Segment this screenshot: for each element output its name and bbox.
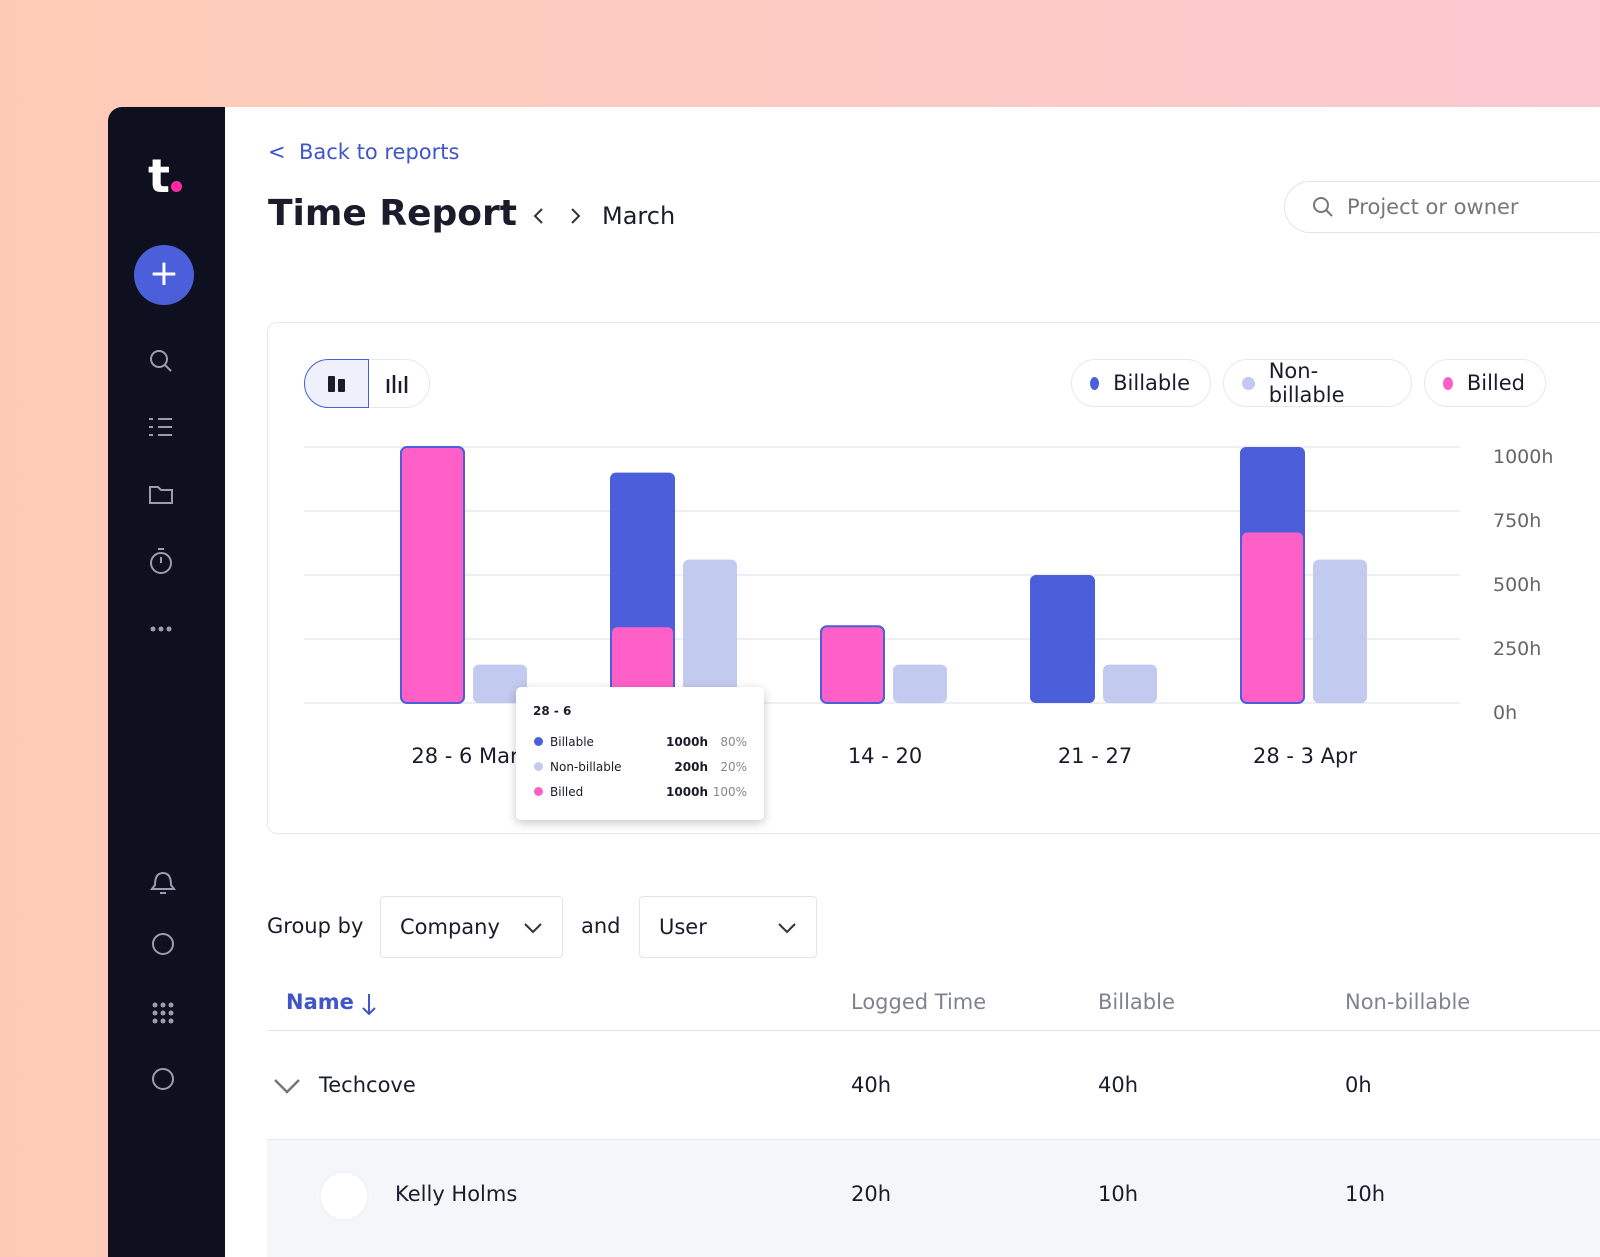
y-tick-label: 750h <box>1493 510 1541 532</box>
detailed-view-button[interactable] <box>385 373 411 395</box>
chat-icon[interactable] <box>152 933 174 955</box>
row-cell: 0h <box>1345 1073 1372 1097</box>
grouped-view-button[interactable] <box>304 359 369 408</box>
month-nav <box>533 208 581 224</box>
chart-card <box>267 322 1600 834</box>
more-icon[interactable] <box>150 626 172 632</box>
header-divider <box>267 1030 1600 1031</box>
view-toggle <box>304 359 430 408</box>
tooltip-label: Billable <box>550 735 594 749</box>
column-header: Non-billable <box>1345 990 1471 1014</box>
search-icon[interactable] <box>150 350 172 372</box>
y-tick-label: 500h <box>1493 574 1541 596</box>
tooltip-value: 1000h <box>666 785 708 799</box>
back-link[interactable]: < Back to reports <box>268 140 460 164</box>
timer-icon[interactable] <box>150 548 172 574</box>
row-cell: 40h <box>1098 1073 1139 1097</box>
legend-label: Billable <box>1113 371 1190 395</box>
tooltip-pct: 20% <box>720 760 747 774</box>
column-header: Billable <box>1098 990 1175 1014</box>
billed-bar <box>820 625 885 705</box>
tooltip-pct: 80% <box>720 735 747 749</box>
avatar <box>319 1171 369 1221</box>
tooltip-value: 200h <box>674 760 708 774</box>
tooltip-dot <box>534 737 543 746</box>
sub-row-bg <box>267 1139 1600 1257</box>
billed-bar <box>1240 530 1305 704</box>
legend-label: Non-billable <box>1268 359 1345 407</box>
x-tick-label: 14 - 20 <box>848 744 922 768</box>
sort-icon[interactable] <box>360 992 378 1018</box>
column-header[interactable]: Name <box>286 990 354 1014</box>
legend-label: Billed <box>1466 371 1525 395</box>
billable-bar <box>1030 575 1095 703</box>
group-select-1-value: Company <box>400 915 500 939</box>
collapse-icon[interactable] <box>272 1076 304 1098</box>
search-box[interactable]: Project or owner <box>1284 181 1600 233</box>
folder-icon[interactable] <box>149 486 173 504</box>
legend-dot <box>1443 376 1453 390</box>
legend-item[interactable]: Billed <box>1424 359 1546 407</box>
non-billable-bar <box>473 664 527 703</box>
column-header: Logged Time <box>851 990 987 1014</box>
row-cell: 20h <box>851 1182 892 1206</box>
tasks-icon[interactable] <box>149 418 172 436</box>
non-billable-bar <box>893 664 947 703</box>
group-select-2-value: User <box>659 915 707 939</box>
x-tick-label: 21 - 27 <box>1058 744 1132 768</box>
group-joiner: and <box>581 914 621 938</box>
search-placeholder: Project or owner <box>1347 195 1519 219</box>
apps-icon[interactable] <box>152 1002 174 1024</box>
tooltip-dot <box>534 762 543 771</box>
x-tick-label: 28 - 6 Mar <box>411 744 519 768</box>
legend-dot <box>1242 376 1255 390</box>
sidebar: t + <box>108 107 225 1257</box>
non-billable-bar <box>1103 664 1157 703</box>
legend-item[interactable]: Non-billable <box>1223 359 1412 407</box>
group-by-label: Group by <box>267 914 364 938</box>
sidebar-icons <box>149 350 176 1090</box>
row-cell: 10h <box>1345 1182 1386 1206</box>
group-select-2[interactable]: User <box>639 896 817 958</box>
row-name: Techcove <box>319 1073 416 1097</box>
non-billable-bar <box>1313 559 1367 703</box>
row-cell: 40h <box>851 1073 892 1097</box>
prev-month[interactable] <box>533 208 543 224</box>
add-button[interactable]: + <box>134 245 194 305</box>
logo: t <box>148 149 170 203</box>
y-tick-label: 0h <box>1493 702 1517 724</box>
x-tick-label: 28 - 3 Apr <box>1253 744 1357 768</box>
tooltip-title: 28 - 6 <box>533 704 572 718</box>
search-icon <box>1313 197 1333 217</box>
y-tick-label: 250h <box>1493 638 1541 660</box>
y-tick-label: 1000h <box>1493 446 1553 468</box>
page-title: Time Report <box>268 193 517 234</box>
month-label: March <box>602 202 676 230</box>
bell-icon[interactable] <box>150 871 176 894</box>
legend-item[interactable]: Billable <box>1071 359 1211 407</box>
tooltip-label: Billed <box>550 785 584 799</box>
group-select-1[interactable]: Company <box>380 896 563 958</box>
tooltip-dot <box>534 787 543 796</box>
row-name: Kelly Holms <box>395 1182 518 1206</box>
next-month[interactable] <box>571 208 581 224</box>
tooltip-value: 1000h <box>666 735 708 749</box>
tooltip: 28 - 6 Billable 1000h 80% Non-billable 200h 2… <box>516 687 764 820</box>
back-link-text[interactable]: Back to reports <box>298 140 460 164</box>
tooltip-label: Non-billable <box>550 760 622 774</box>
billed-bar <box>400 446 465 704</box>
tooltip-pct: 100% <box>712 785 747 799</box>
legend-dot <box>1090 376 1100 390</box>
row-cell: 10h <box>1098 1182 1139 1206</box>
help-icon[interactable] <box>152 1068 174 1090</box>
non-billable-bar <box>683 559 737 703</box>
logo-dot <box>171 181 182 192</box>
